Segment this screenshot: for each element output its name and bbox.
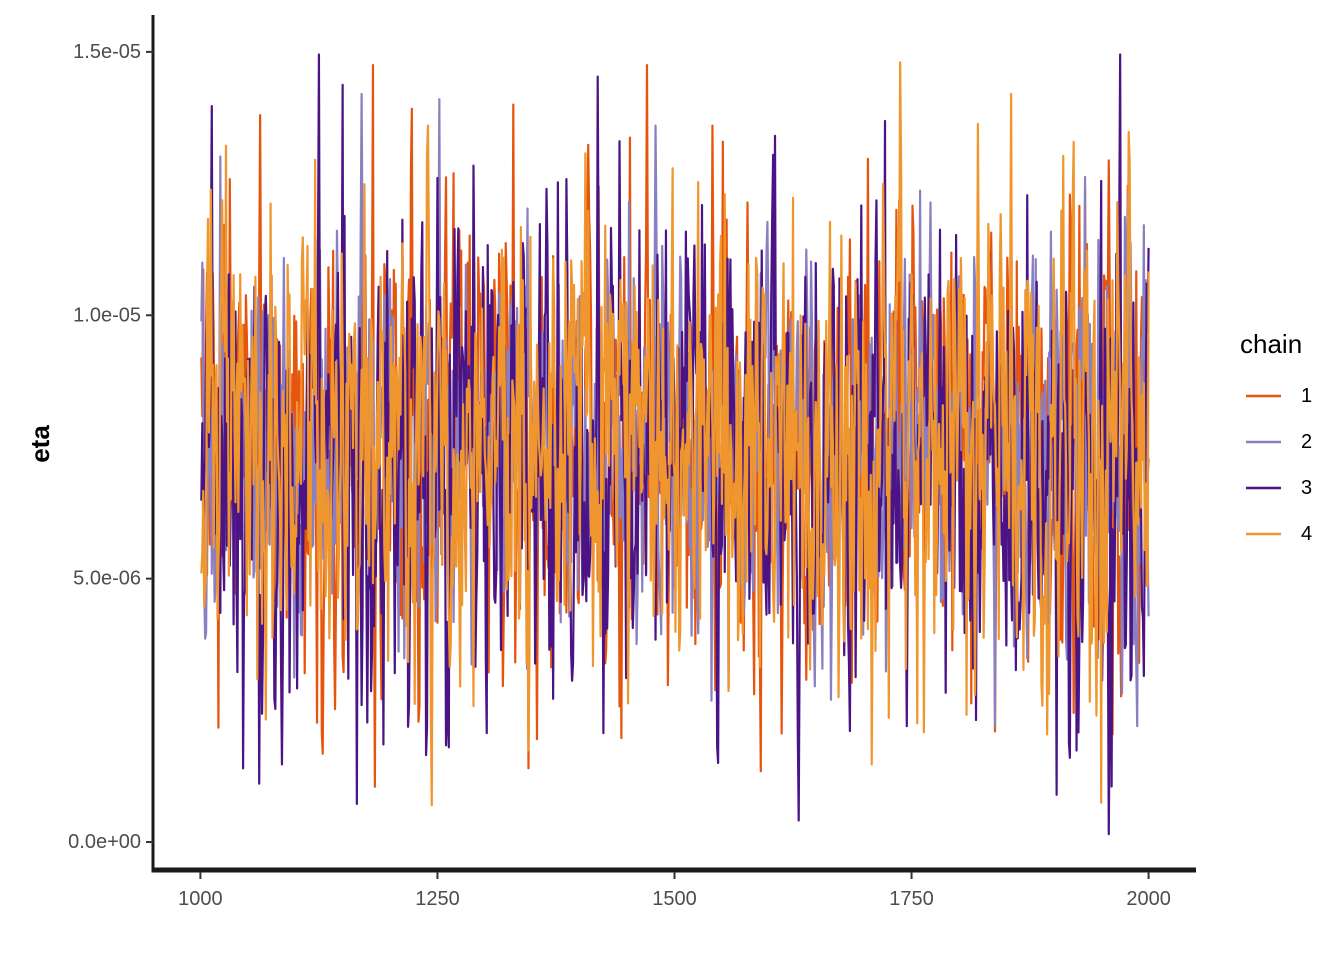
legend-label-chain-2: 2	[1301, 431, 1312, 453]
y-tick-label: 5.0e-06	[73, 568, 141, 590]
x-tick-label: 2000	[1126, 888, 1171, 910]
legend: chain 1 2 3 4	[1240, 329, 1312, 545]
y-axis-title: eta	[25, 425, 55, 463]
y-tick-label: 1.0e-05	[73, 304, 141, 326]
x-axis: 1000 1250 1500 1750 2000	[178, 872, 1171, 910]
x-tick-label: 1750	[889, 888, 934, 910]
series-layer	[200, 53, 1150, 836]
chain-4-trace	[200, 61, 1150, 807]
legend-label-chain-3: 3	[1301, 477, 1312, 499]
x-tick-label: 1250	[415, 888, 460, 910]
y-tick-label: 0.0e+00	[68, 831, 141, 853]
legend-label-chain-4: 4	[1301, 523, 1312, 545]
y-tick-label: 1.5e-05	[73, 41, 141, 63]
legend-title: chain	[1240, 329, 1302, 359]
legend-label-chain-1: 1	[1301, 385, 1312, 407]
x-tick-label: 1500	[652, 888, 697, 910]
x-tick-label: 1000	[178, 888, 223, 910]
y-axis: 0.0e+00 5.0e-06 1.0e-05 1.5e-05	[68, 41, 153, 853]
